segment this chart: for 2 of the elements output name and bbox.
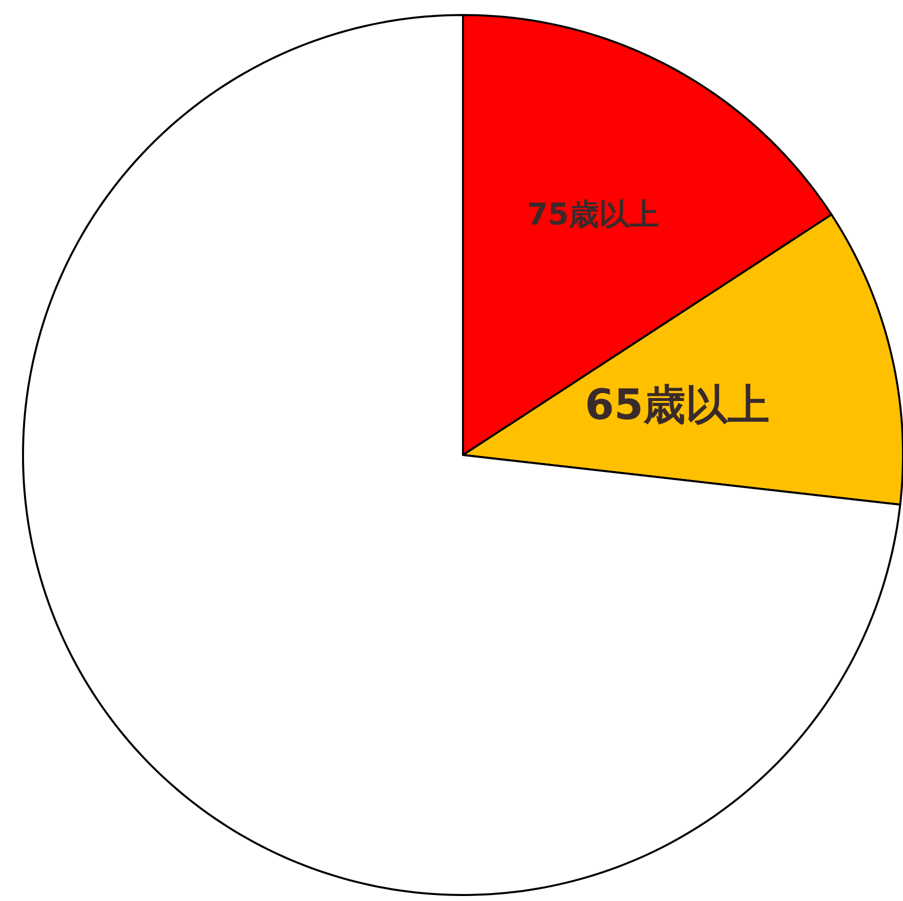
slice-label: 65歳以上 [584,380,770,429]
slice-label: 75歳以上 [527,198,659,233]
